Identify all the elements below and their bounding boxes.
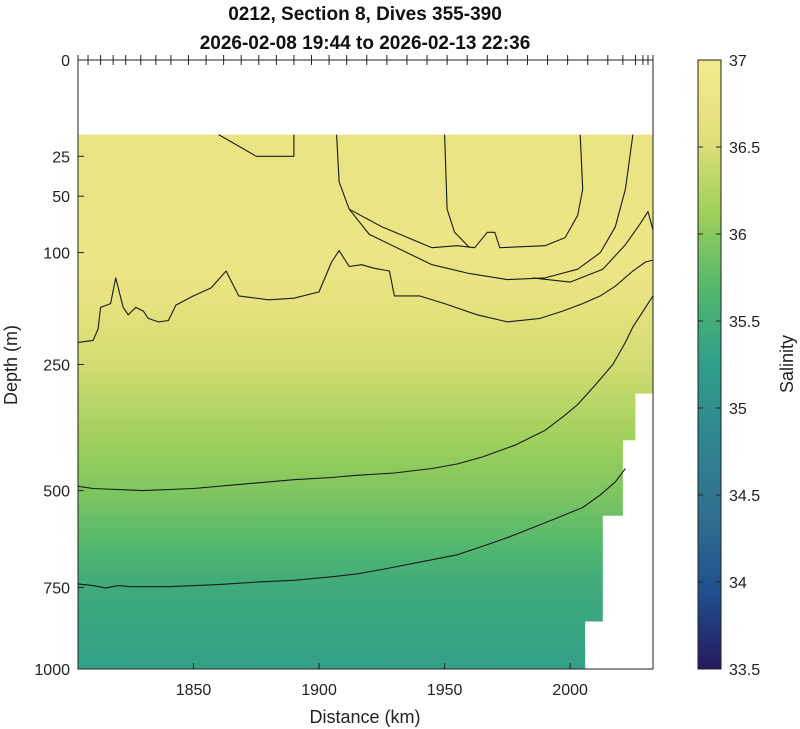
colorbar: 33.5 34 34.5 35 35.5 36 36.5 37 Salinity bbox=[697, 53, 797, 679]
x-axis-label: Distance (km) bbox=[309, 707, 420, 727]
colorbar-gradient bbox=[697, 59, 722, 670]
dive-position-ticks bbox=[77, 55, 654, 65]
colorbar-label: Salinity bbox=[777, 335, 797, 393]
contour-line-36-5 bbox=[78, 250, 653, 343]
colorbar-tick-label: 36 bbox=[729, 227, 747, 244]
y-axis-label: Depth (m) bbox=[1, 325, 21, 405]
x-tick-label: 1950 bbox=[427, 682, 463, 699]
chart-title-line-1: 0212, Section 8, Dives 355-390 bbox=[228, 4, 502, 25]
colorbar-ticks: 33.5 34 34.5 35 35.5 36 36.5 37 bbox=[698, 53, 760, 679]
y-tick-label: 50 bbox=[52, 189, 70, 206]
colorbar-tick-label: 36.5 bbox=[729, 140, 760, 157]
colorbar-tick-label: 35 bbox=[729, 401, 747, 418]
y-tick-label: 1000 bbox=[34, 662, 70, 679]
contour-line-35-5 bbox=[78, 468, 626, 589]
x-tick-label: 1850 bbox=[176, 682, 212, 699]
colorbar-tick-label: 34 bbox=[729, 575, 747, 592]
salinity-field-fill bbox=[78, 134, 653, 669]
y-tick-label: 250 bbox=[43, 358, 70, 375]
y-tick-label: 0 bbox=[61, 53, 70, 70]
y-tick-label: 25 bbox=[52, 149, 70, 166]
contour-line-36-5 bbox=[218, 134, 295, 157]
colorbar-tick-label: 34.5 bbox=[729, 488, 760, 505]
contour-line-36-5 bbox=[532, 211, 653, 283]
contour-line-36-5 bbox=[336, 134, 584, 249]
contour-line-36 bbox=[78, 295, 653, 492]
y-axis: 0 25 50 100 250 500 750 1000 bbox=[34, 53, 84, 679]
contour-line-36-5 bbox=[348, 134, 634, 281]
chart-title-line-2: 2026-02-08 19:44 to 2026-02-13 22:36 bbox=[200, 33, 531, 54]
y-tick-label: 750 bbox=[43, 580, 70, 597]
salinity-field bbox=[78, 134, 653, 669]
colorbar-tick-label: 35.5 bbox=[729, 314, 760, 331]
x-tick-label: 2000 bbox=[552, 682, 588, 699]
contour-line-36-5 bbox=[444, 134, 471, 249]
colorbar-tick-label: 33.5 bbox=[729, 662, 760, 679]
x-tick-label: 1900 bbox=[301, 682, 337, 699]
contour-lines bbox=[78, 134, 653, 589]
y-tick-label: 100 bbox=[43, 246, 70, 263]
colorbar-tick-label: 37 bbox=[729, 53, 747, 70]
plot-area: 1850 1900 1950 2000 0 25 50 100 250 500 750 1000 bbox=[34, 53, 654, 699]
y-tick-label: 500 bbox=[43, 484, 70, 501]
x-axis: 1850 1900 1950 2000 bbox=[176, 663, 588, 699]
